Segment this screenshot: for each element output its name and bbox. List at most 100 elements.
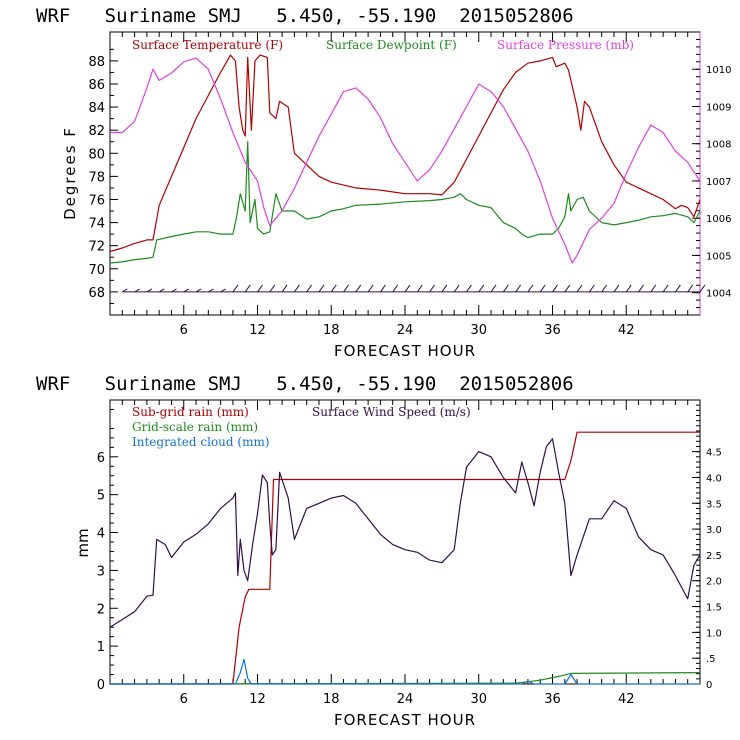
temperature-chart: WRF Suriname SMJ 5.450, -55.190 20150528… (36, 5, 731, 360)
wind-barb (662, 284, 669, 293)
wind-barb (220, 288, 226, 293)
series-lines (109, 431, 701, 685)
wind-barbs (122, 284, 706, 293)
wind-barb (453, 284, 460, 293)
wind-barb (134, 288, 140, 293)
wind-barb (699, 284, 706, 293)
series-surface-wind-speed-m-s (109, 438, 701, 628)
wind-barb (613, 284, 620, 293)
wind-barb (601, 284, 608, 293)
y2-tick-label: 2.5 (706, 551, 722, 562)
wind-barb (257, 284, 263, 293)
x-tick-label: 18 (323, 692, 340, 707)
wind-barb (244, 284, 251, 293)
wind-barb (208, 288, 214, 293)
y2-tick-label: 1007 (706, 177, 731, 188)
y-tick-label: 88 (88, 55, 105, 70)
y-tick-label: 2 (97, 602, 105, 617)
y2-tick-label: 1010 (706, 65, 731, 76)
y-tick-label: 76 (88, 193, 105, 208)
y-tick-label: 6 (97, 451, 105, 466)
y-tick-label: 82 (88, 124, 105, 139)
wind-barb (367, 284, 374, 293)
wind-barb (269, 284, 276, 293)
wind-barb (293, 284, 300, 293)
y2-tick-label: 1.0 (706, 628, 722, 639)
x-tick-label: 12 (249, 692, 266, 707)
y2-tick-label: 0 (706, 680, 712, 691)
y2-tick-label: 4.5 (706, 448, 722, 459)
y2-tick-label: 2.0 (706, 577, 722, 588)
x-tick-label: 42 (618, 692, 635, 707)
wind-barb (122, 288, 128, 293)
y-tick-label: 80 (88, 147, 105, 162)
y-tick-marks: 0 1 2 3 4 5 6 (97, 408, 118, 693)
y-tick-label: 74 (88, 217, 105, 232)
series-grid-scale-rain-mm (109, 672, 701, 685)
plot-frame (109, 31, 701, 316)
legend-gridscale-rain: Grid-scale rain (mm) (132, 420, 258, 434)
y-tick-label: 68 (88, 286, 105, 301)
x-tick-label: 6 (180, 692, 188, 707)
legend-temperature: Surface Temperature (F) (132, 38, 283, 52)
legend-subgrid-rain: Sub-grid rain (mm) (132, 405, 249, 419)
y2-tick-label: 3.0 (706, 525, 722, 536)
y-tick-label: 86 (88, 78, 105, 93)
series-surface-pressure-mb (110, 57, 701, 264)
wind-barb (306, 284, 313, 293)
y-tick-marks: 68 70 72 74 76 78 80 82 84 86 88 (88, 48, 118, 304)
x-tick-label: 24 (397, 692, 414, 707)
legend-wind-speed: Surface Wind Speed (m/s) (312, 405, 471, 419)
y-tick-label: 72 (88, 240, 105, 255)
wind-barb (232, 284, 239, 293)
x-tick-label: 30 (470, 323, 487, 338)
wind-barb (650, 284, 657, 293)
series-integrated-cloud-mm (110, 658, 700, 685)
wind-barb (564, 284, 571, 293)
x-tick-label: 6 (180, 323, 188, 338)
wind-barb (552, 284, 558, 293)
wind-barb (576, 284, 583, 293)
y2-tick-marks: 0 .5 1.0 1.5 2.0 2.5 3.0 3.5 4.0 4.5 (692, 399, 722, 691)
series-surface-temperature-f (109, 54, 701, 253)
y-axis-label: mm (74, 528, 92, 557)
y2-tick-label: 1008 (706, 140, 731, 151)
wind-barb (318, 284, 325, 293)
wind-barb (638, 284, 644, 293)
y2-tick-label: 1.5 (706, 603, 722, 614)
y-tick-label: 84 (88, 101, 105, 116)
y-tick-label: 1 (97, 640, 105, 655)
series-surface-dewpoint-f (109, 141, 701, 264)
wind-barb (281, 284, 288, 293)
precip-wind-chart: WRF Suriname SMJ 5.450, -55.190 20150528… (36, 373, 722, 729)
y-tick-label: 0 (97, 678, 105, 693)
wind-barb (404, 284, 411, 293)
y2-tick-label: 1006 (706, 214, 731, 225)
chart-title: WRF Suriname SMJ 5.450, -55.190 20150528… (36, 373, 574, 395)
wind-barb (416, 284, 423, 293)
x-axis-label: FORECAST HOUR (334, 711, 476, 729)
wind-barb (429, 284, 435, 293)
y2-tick-label: .5 (706, 654, 716, 665)
x-tick-label: 36 (544, 323, 561, 338)
y2-tick-label: 1005 (706, 251, 731, 262)
legend-dewpoint: Surface Dewpoint (F) (326, 38, 457, 52)
y2-tick-label: 4.0 (706, 473, 722, 484)
x-tick-label: 12 (249, 323, 266, 338)
y-tick-label: 4 (97, 527, 105, 542)
x-tick-label: 42 (618, 323, 635, 338)
y2-tick-label: 1009 (706, 102, 731, 113)
chart-title: WRF Suriname SMJ 5.450, -55.190 20150528… (36, 5, 574, 27)
wind-barb (539, 284, 546, 293)
wind-barb (478, 284, 485, 293)
y2-tick-marks: 1004 1005 1006 1007 1008 1009 1010 (692, 38, 731, 316)
x-tick-label: 36 (544, 692, 561, 707)
x-tick-label: 30 (470, 692, 487, 707)
wind-barb (515, 284, 522, 293)
wind-barb (355, 284, 362, 293)
y-tick-label: 78 (88, 170, 105, 185)
wind-barb (392, 284, 399, 293)
wind-barb (380, 284, 386, 293)
wind-barb (527, 284, 534, 293)
x-tick-label: 24 (397, 323, 414, 338)
